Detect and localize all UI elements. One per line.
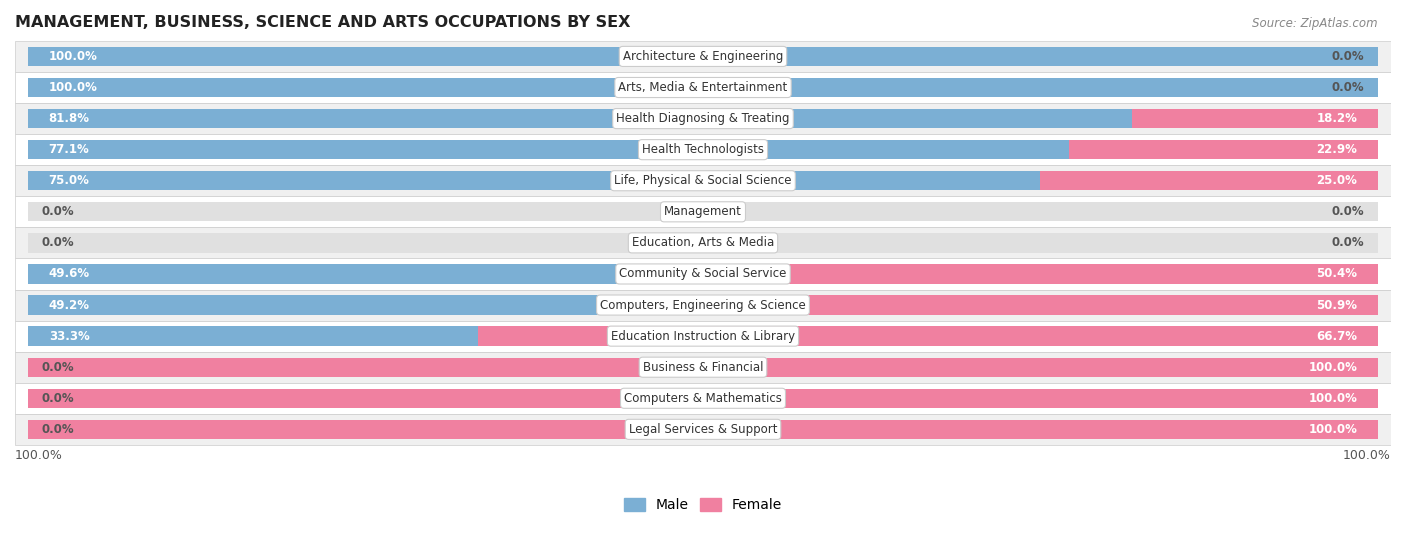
Text: Business & Financial: Business & Financial — [643, 361, 763, 374]
Bar — [28, 78, 1378, 97]
Text: 22.9%: 22.9% — [1316, 143, 1357, 156]
Text: Management: Management — [664, 205, 742, 219]
Text: 0.0%: 0.0% — [42, 392, 75, 405]
Bar — [28, 47, 1378, 66]
Bar — [15, 165, 1391, 196]
Text: 100.0%: 100.0% — [1343, 449, 1391, 462]
Text: 50.4%: 50.4% — [1316, 267, 1357, 281]
Bar — [28, 47, 1378, 66]
Text: 100.0%: 100.0% — [15, 449, 63, 462]
Bar — [15, 134, 1391, 165]
Text: 100.0%: 100.0% — [49, 50, 97, 63]
Bar — [28, 140, 1378, 159]
Bar — [690, 295, 1378, 315]
Bar — [28, 171, 1040, 191]
Bar — [28, 326, 1378, 346]
Text: 0.0%: 0.0% — [1331, 236, 1364, 249]
Text: 100.0%: 100.0% — [1309, 361, 1357, 374]
Bar — [15, 72, 1391, 103]
Bar — [28, 78, 1378, 97]
Text: Arts, Media & Entertainment: Arts, Media & Entertainment — [619, 81, 787, 94]
Bar — [15, 414, 1391, 445]
Text: Health Diagnosing & Treating: Health Diagnosing & Treating — [616, 112, 790, 125]
Bar — [15, 383, 1391, 414]
Text: Source: ZipAtlas.com: Source: ZipAtlas.com — [1253, 17, 1378, 30]
Bar — [28, 295, 1378, 315]
Text: Education, Arts & Media: Education, Arts & Media — [631, 236, 775, 249]
Text: 25.0%: 25.0% — [1316, 174, 1357, 187]
Bar — [1132, 109, 1378, 128]
Bar — [28, 264, 697, 283]
Bar — [28, 140, 1069, 159]
Bar — [28, 389, 1378, 408]
Text: Community & Social Service: Community & Social Service — [619, 267, 787, 281]
Text: 18.2%: 18.2% — [1316, 112, 1357, 125]
Text: 100.0%: 100.0% — [1309, 392, 1357, 405]
Bar — [1040, 171, 1378, 191]
Text: 100.0%: 100.0% — [1309, 423, 1357, 436]
Bar — [28, 420, 1378, 439]
Bar — [15, 228, 1391, 258]
Text: Computers & Mathematics: Computers & Mathematics — [624, 392, 782, 405]
Text: MANAGEMENT, BUSINESS, SCIENCE AND ARTS OCCUPATIONS BY SEX: MANAGEMENT, BUSINESS, SCIENCE AND ARTS O… — [15, 15, 630, 30]
Text: 66.7%: 66.7% — [1316, 330, 1357, 343]
Bar — [28, 358, 1378, 377]
Bar — [28, 109, 1132, 128]
Text: 0.0%: 0.0% — [42, 423, 75, 436]
Bar — [478, 326, 1378, 346]
Text: 81.8%: 81.8% — [49, 112, 90, 125]
Bar — [15, 41, 1391, 72]
Text: 0.0%: 0.0% — [1331, 50, 1364, 63]
Bar — [28, 420, 1378, 439]
Bar — [28, 233, 1378, 253]
Bar — [28, 202, 1378, 221]
Text: 50.9%: 50.9% — [1316, 299, 1357, 311]
Bar — [28, 358, 1378, 377]
Text: 0.0%: 0.0% — [42, 236, 75, 249]
Bar — [28, 171, 1378, 191]
Text: Life, Physical & Social Science: Life, Physical & Social Science — [614, 174, 792, 187]
Bar — [15, 320, 1391, 352]
Text: 77.1%: 77.1% — [49, 143, 90, 156]
Bar — [15, 290, 1391, 320]
Text: 100.0%: 100.0% — [49, 81, 97, 94]
Bar — [28, 389, 1378, 408]
Text: 0.0%: 0.0% — [42, 361, 75, 374]
Text: Legal Services & Support: Legal Services & Support — [628, 423, 778, 436]
Text: 75.0%: 75.0% — [49, 174, 90, 187]
Bar — [28, 295, 692, 315]
Bar — [28, 326, 478, 346]
Text: Computers, Engineering & Science: Computers, Engineering & Science — [600, 299, 806, 311]
Bar — [15, 258, 1391, 290]
Text: 33.3%: 33.3% — [49, 330, 90, 343]
Text: Architecture & Engineering: Architecture & Engineering — [623, 50, 783, 63]
Legend: Male, Female: Male, Female — [619, 493, 787, 518]
Text: 0.0%: 0.0% — [1331, 205, 1364, 219]
Text: 49.6%: 49.6% — [49, 267, 90, 281]
Bar — [15, 196, 1391, 228]
Text: 49.2%: 49.2% — [49, 299, 90, 311]
Bar — [28, 264, 1378, 283]
Text: 0.0%: 0.0% — [42, 205, 75, 219]
Bar — [15, 103, 1391, 134]
Text: Education Instruction & Library: Education Instruction & Library — [612, 330, 794, 343]
Text: 0.0%: 0.0% — [1331, 81, 1364, 94]
Bar — [28, 109, 1378, 128]
Bar — [697, 264, 1378, 283]
Bar — [15, 352, 1391, 383]
Text: Health Technologists: Health Technologists — [643, 143, 763, 156]
Bar — [1069, 140, 1378, 159]
